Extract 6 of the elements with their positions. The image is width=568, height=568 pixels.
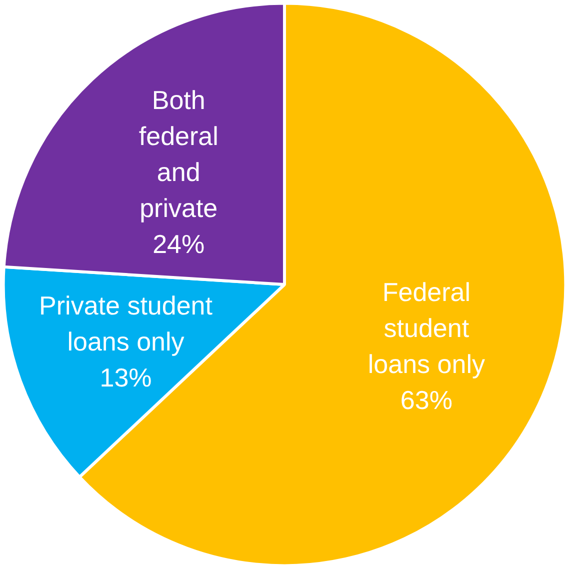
slice-label: Private student loans only — [39, 290, 214, 357]
data-label: 13% — [100, 362, 152, 393]
slice-label: Federal student loans only — [368, 276, 485, 379]
data-label: 63% — [400, 384, 452, 415]
slice-label: Both federal and private — [138, 84, 218, 223]
data-label: 24% — [152, 228, 205, 259]
